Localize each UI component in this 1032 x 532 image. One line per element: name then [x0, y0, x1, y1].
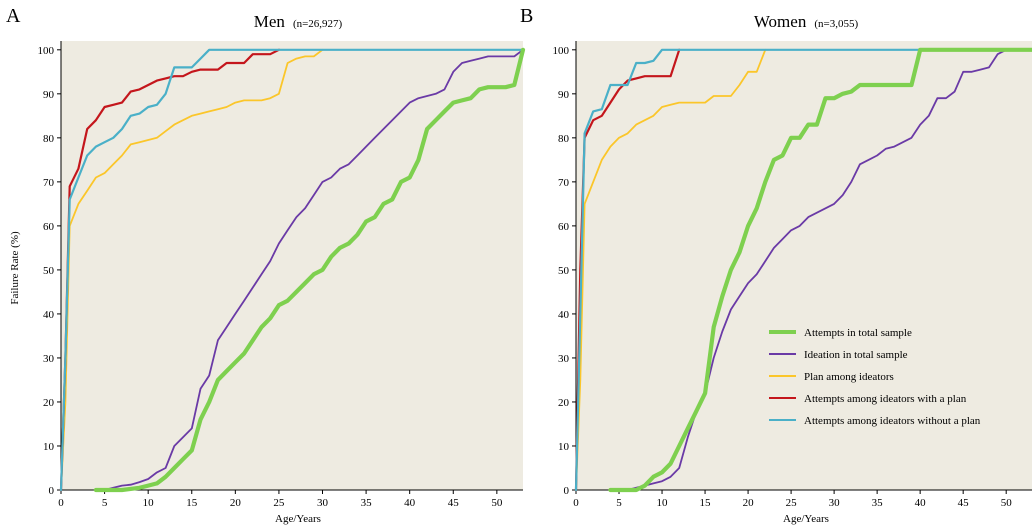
panel-a-x-tick-label: 45: [448, 497, 460, 509]
panel-b-x-tick-label: 30: [829, 497, 841, 509]
panel-b-x-tick-label: 10: [657, 497, 669, 509]
panel-a-y-tick-label: 10: [43, 441, 55, 453]
panel-a-ylabel: Failure Rate (%): [9, 231, 21, 305]
panel-a-n: (n=26,927): [293, 18, 343, 30]
panel-b-y-tick-label: 0: [564, 485, 570, 497]
panel-b-letter: B: [520, 5, 533, 27]
panel-a-y-tick-label: 40: [43, 309, 55, 321]
panel-a-x-tick-label: 5: [102, 497, 108, 509]
panel-b-x-tick-label: 0: [573, 497, 579, 509]
panel-a-y-tick-label: 70: [43, 177, 55, 189]
panel-b-x-tick-label: 45: [958, 497, 970, 509]
panel-a-y-tick-label: 60: [43, 221, 55, 233]
panel-b-xlabel: Age/Years: [783, 513, 829, 525]
panel-b-y-tick-label: 20: [558, 397, 570, 409]
panel-a-y-tick-label: 0: [49, 485, 55, 497]
panel-b-x-tick-label: 40: [915, 497, 927, 509]
panel-a-title: Men (n=26,927): [254, 12, 343, 31]
panel-a-x-tick-label: 15: [186, 497, 198, 509]
panel-b-y-tick-label: 10: [558, 441, 570, 453]
panel-b-title: Women (n=3,055): [754, 12, 859, 31]
panel-b-x-tick-label: 50: [1001, 497, 1013, 509]
legend-item-label: Attempts among ideators without a plan: [804, 415, 981, 427]
panel-a-x-tick-label: 0: [58, 497, 64, 509]
panel-a-x-tick-label: 25: [273, 497, 285, 509]
panel-a-y-tick-label: 50: [43, 265, 55, 277]
panel-b-y-tick-label: 30: [558, 353, 570, 365]
panel-b-title-text: Women: [754, 12, 807, 31]
legend-item-label: Attempts among ideators with a plan: [804, 393, 967, 405]
panel-b-y-tick-label: 70: [558, 177, 570, 189]
panel-b-y-tick-label: 100: [553, 45, 570, 57]
panel-a-x-tick-label: 10: [143, 497, 155, 509]
panel-b-y-tick-label: 80: [558, 133, 570, 145]
panel-a-y-tick-label: 30: [43, 353, 55, 365]
panel-a-x-tick-label: 50: [491, 497, 503, 509]
panel-a-letter: A: [6, 5, 21, 27]
panel-a-y-tick-label: 90: [43, 89, 55, 101]
panel-a-title-text: Men: [254, 12, 286, 31]
panel-b-plot: 0 10 20 30 40 50 60 70 80 90 100 0 5 10 15 20 25 30 35 40 45…: [553, 41, 1032, 509]
panel-b-x-tick-label: 5: [616, 497, 622, 509]
panel-b-x-tick-label: 15: [700, 497, 712, 509]
panel-a-plot-background: [61, 41, 523, 490]
legend-item-label: Ideation in total sample: [804, 349, 908, 361]
panel-b-x-tick-label: 25: [786, 497, 798, 509]
panel-b-y-tick-label: 90: [558, 89, 570, 101]
panel-a-x-tick-label: 35: [361, 497, 373, 509]
panel-b-n: (n=3,055): [814, 18, 858, 30]
panel-a-y-tick-label: 80: [43, 133, 55, 145]
panel-b-x-tick-label: 20: [743, 497, 755, 509]
panel-a-y-tick-label: 20: [43, 397, 55, 409]
legend-item-label: Attempts in total sample: [804, 327, 912, 339]
panel-b-y-tick-label: 60: [558, 221, 570, 233]
panel-a-x-tick-label: 40: [404, 497, 416, 509]
panel-b-x-tick-label: 35: [872, 497, 884, 509]
panel-b-y-tick-label: 40: [558, 309, 570, 321]
panel-a-plot: 0 10 20 30 40 50 60 70 80 90 100 0 5 10 15 20 25 30 35 40 45…: [38, 41, 524, 509]
panel-a-y-tick-label: 100: [38, 45, 55, 57]
panel-a-x-tick-label: 30: [317, 497, 329, 509]
legend-item-label: Plan among ideators: [804, 371, 894, 383]
panel-a-x-tick-label: 20: [230, 497, 242, 509]
panel-a-xlabel: Age/Years: [275, 513, 321, 525]
panel-b-y-tick-label: 50: [558, 265, 570, 277]
